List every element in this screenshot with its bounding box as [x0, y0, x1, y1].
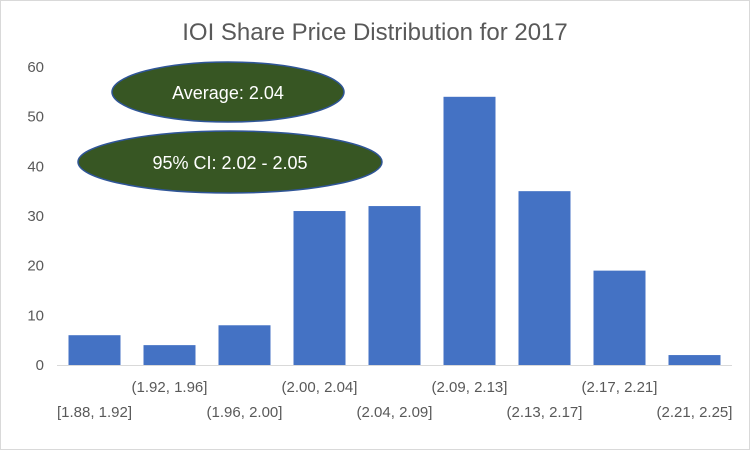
y-tick-label: 10	[27, 307, 44, 324]
x-tick-label: (2.00, 2.04]	[282, 379, 358, 396]
bar	[68, 335, 121, 365]
x-tick-label: (1.92, 1.96]	[132, 379, 208, 396]
bars	[68, 96, 721, 366]
bar	[443, 96, 496, 366]
x-tick-label: (2.13, 2.17]	[507, 404, 583, 421]
annotation-average: Average: 2.04	[111, 61, 345, 123]
x-tick-label: (2.17, 2.21]	[582, 379, 658, 396]
annotation-ci: 95% CI: 2.02 - 2.05	[77, 130, 383, 194]
y-tick-label: 50	[27, 109, 44, 126]
y-tick-label: 20	[27, 258, 44, 275]
x-axis: [1.88, 1.92](1.92, 1.96] (1.96, 2.00] (2.0…	[57, 379, 732, 421]
average-ellipse	[111, 61, 345, 123]
bar	[293, 211, 346, 365]
bar	[668, 355, 721, 365]
bar	[368, 206, 421, 365]
bar	[518, 191, 571, 365]
bar	[593, 270, 646, 365]
x-tick-label: (1.96, 2.00]	[207, 404, 283, 421]
bar	[143, 345, 196, 365]
ci-label: 95% CI: 2.02 - 2.05	[152, 153, 307, 173]
chart-title: IOI Share Price Distribution for 2017	[182, 19, 568, 46]
y-tick-label: 60	[27, 59, 44, 76]
average-label: Average: 2.04	[172, 83, 284, 103]
ci-ellipse	[77, 130, 383, 194]
x-tick-label: (2.21, 2.25]	[657, 404, 733, 421]
x-tick-label: [1.88, 1.92]	[57, 404, 132, 421]
x-tick-label: (2.04, 2.09]	[357, 404, 433, 421]
y-tick-label: 0	[36, 357, 44, 374]
y-axis: 0 10 20 30 40 50 60	[27, 59, 44, 374]
x-tick-label: (2.09, 2.13]	[432, 379, 508, 396]
bar	[218, 325, 271, 365]
y-tick-label: 40	[27, 158, 44, 175]
y-tick-label: 30	[27, 208, 44, 225]
